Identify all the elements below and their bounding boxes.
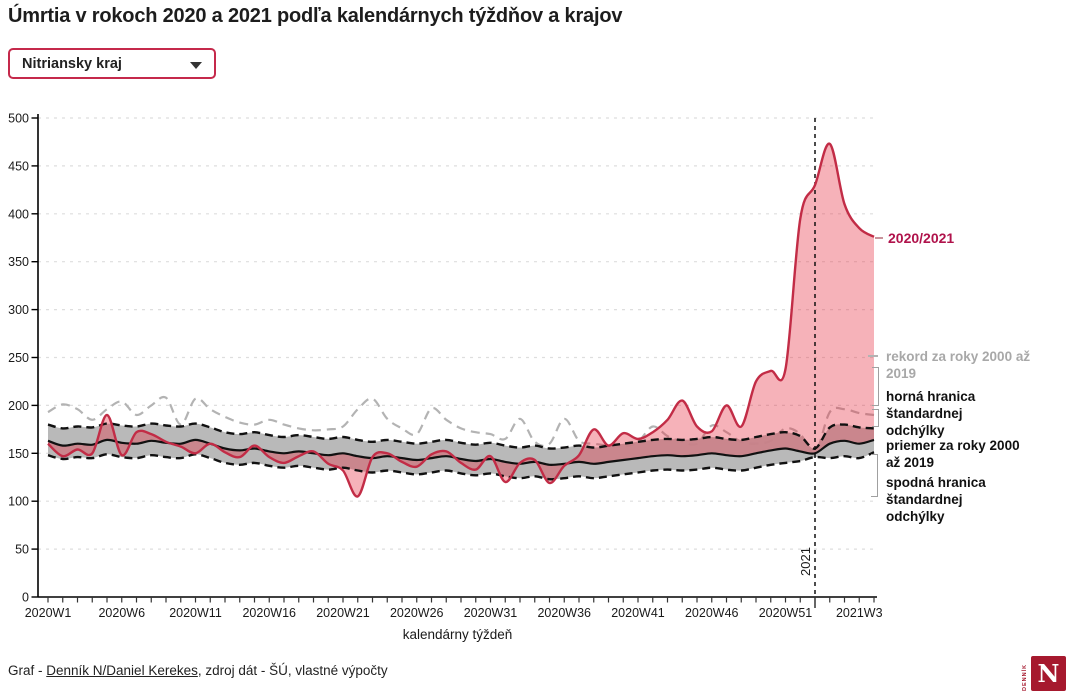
x-axis-title: kalendárny týždeň xyxy=(403,627,513,642)
y-tick-label: 450 xyxy=(8,159,29,173)
lower-bound-line xyxy=(47,451,875,481)
current-line xyxy=(47,142,875,498)
bracket-upper xyxy=(872,367,879,406)
x-tick-label: 2020W21 xyxy=(316,606,370,620)
x-tick-label: 2020W26 xyxy=(390,606,444,620)
x-tick-label: 2020W1 xyxy=(25,606,72,620)
footer-credit-prefix: Graf - xyxy=(8,663,47,678)
dennikn-logo-icon[interactable]: N xyxy=(1031,656,1066,691)
x-tick-label: 2020W46 xyxy=(685,606,739,620)
x-tick-label: 2020W36 xyxy=(537,606,591,620)
x-tick-label: 2020W51 xyxy=(759,606,813,620)
dennikn-logo-vertical-text: DENNÍK xyxy=(1022,663,1028,691)
footer-credit-suffix: , zdroj dát - ŠÚ, vlastné výpočty xyxy=(197,663,388,678)
y-tick-label: 350 xyxy=(8,255,29,269)
footer-credit-link[interactable]: Denník N/Daniel Kerekes xyxy=(46,663,198,678)
series-label-average: priemer za roky 2000 až 2019 xyxy=(886,438,1020,470)
x-tick-label: 2020W16 xyxy=(242,606,296,620)
bracket-average xyxy=(872,409,879,427)
caret-down-icon xyxy=(190,62,202,69)
y-tick-label: 500 xyxy=(8,112,29,126)
x-tick-label: 2020W41 xyxy=(611,606,665,620)
y-tick-label: 300 xyxy=(8,303,29,317)
upper-bound-line xyxy=(47,422,875,450)
series-label-upper: horná hranica štandardnej odchýlky xyxy=(886,389,976,438)
record-line xyxy=(47,395,875,455)
average-line xyxy=(47,438,875,466)
y-tick-label: 200 xyxy=(8,399,29,413)
footer-credit: Graf - Denník N/Daniel Kerekes, zdroj dá… xyxy=(8,663,388,678)
region-dropdown[interactable]: Nitriansky kraj xyxy=(8,48,216,79)
y-tick-label: 400 xyxy=(8,207,29,221)
y-tick-label: 0 xyxy=(22,591,29,605)
leader-dash-record xyxy=(868,355,878,357)
x-tick-label: 2020W31 xyxy=(464,606,518,620)
series-label-record: rekord za roky 2000 až 2019 xyxy=(886,349,1031,381)
year-divider-label: 2021 xyxy=(798,547,813,576)
std-band-fill xyxy=(48,423,874,480)
x-tick-label: 2021W3 xyxy=(836,606,883,620)
y-tick-label: 100 xyxy=(8,495,29,509)
x-tick-label: 2020W11 xyxy=(169,606,222,620)
series-label-current: 2020/2021 xyxy=(888,230,955,246)
y-tick-label: 150 xyxy=(8,447,29,461)
x-tick-label: 2020W6 xyxy=(98,606,145,620)
leader-dash-current xyxy=(875,237,883,239)
page-title: Úmrtia v rokoch 2020 a 2021 podľa kalend… xyxy=(8,5,623,27)
bracket-lower xyxy=(871,454,878,497)
region-dropdown-value: Nitriansky kraj xyxy=(22,55,122,72)
y-tick-label: 250 xyxy=(8,351,29,365)
series-label-lower: spodná hranica štandardnej odchýlky xyxy=(886,475,986,524)
y-tick-label: 50 xyxy=(15,543,29,557)
logo-n-letter: N xyxy=(1037,658,1060,688)
